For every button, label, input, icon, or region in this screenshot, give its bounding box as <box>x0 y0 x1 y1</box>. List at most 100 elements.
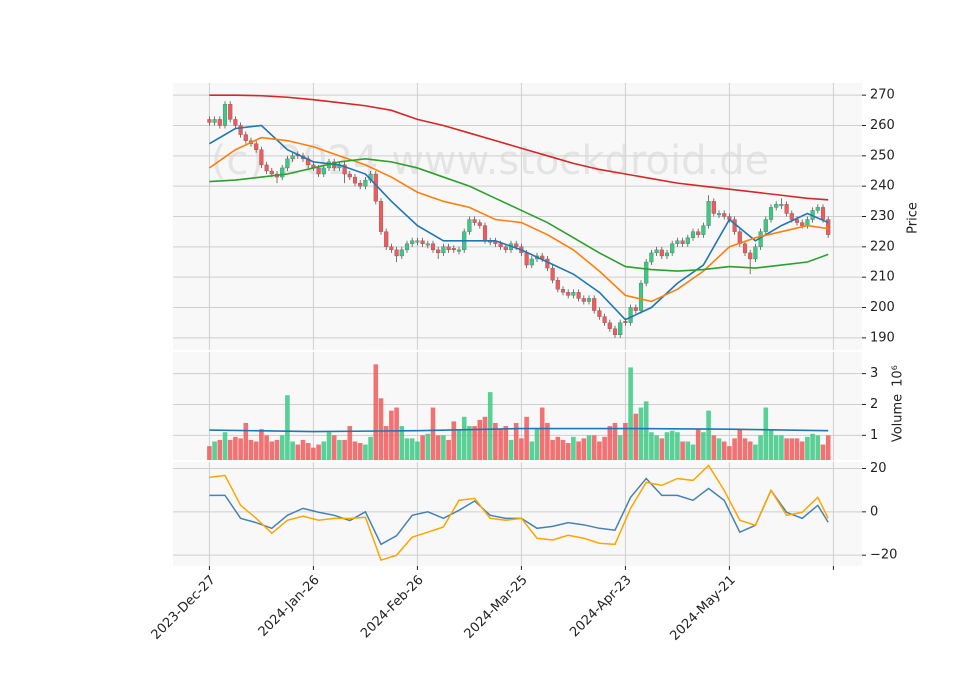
volume-bar <box>810 433 815 460</box>
candle-body <box>649 252 654 263</box>
candle-body <box>716 213 722 216</box>
volume-bar <box>394 407 399 460</box>
volume-bar <box>628 367 633 460</box>
candle-body <box>644 261 649 284</box>
candle-body <box>623 321 628 323</box>
candle-body <box>550 267 555 281</box>
candle-body <box>316 167 321 175</box>
candle-body <box>222 104 228 126</box>
moving-average <box>208 136 829 303</box>
volume-bar <box>493 422 498 460</box>
candle-body <box>768 207 774 220</box>
candle-body <box>290 155 295 160</box>
volume-bar <box>477 419 483 460</box>
volume-bar <box>451 421 457 460</box>
candle-body <box>451 248 456 251</box>
candle-body <box>238 125 243 135</box>
volume-bar <box>727 446 732 460</box>
moving-average <box>209 94 829 201</box>
volume-bar <box>638 407 644 460</box>
candle-body <box>254 143 259 150</box>
volume-bar <box>430 407 436 460</box>
volume-bar <box>409 438 415 460</box>
candle-body <box>701 225 706 235</box>
volume-bar <box>716 438 722 460</box>
volume-bar <box>279 435 285 460</box>
volume-bar <box>248 439 254 460</box>
candle-body <box>774 204 779 208</box>
candle-body <box>607 322 612 329</box>
candle-body <box>410 240 415 244</box>
candle-body <box>467 219 472 232</box>
volume-bar <box>607 426 613 460</box>
y-tick-label: 2 <box>870 397 878 412</box>
candle-body <box>389 246 394 251</box>
volume-bar <box>529 441 535 460</box>
volume-bar <box>550 439 555 460</box>
volume-bar <box>456 429 462 460</box>
volume-bar <box>243 422 249 460</box>
volume-bar <box>794 438 800 460</box>
volume-bar <box>571 436 576 460</box>
candle-body <box>269 170 274 175</box>
y-axis-label: Volume <box>891 394 906 442</box>
volume-bar <box>352 441 358 460</box>
candle-body <box>794 219 800 223</box>
candle-body <box>259 149 264 166</box>
volume-bar <box>467 426 472 460</box>
volume-bar <box>316 444 321 460</box>
volume-bar <box>399 426 405 460</box>
candle-body <box>680 240 685 244</box>
candle-body <box>524 252 529 266</box>
volume-bar <box>503 426 509 460</box>
candle-body <box>394 249 399 257</box>
volume-bar <box>513 422 519 460</box>
candle-body <box>690 231 696 238</box>
volume-bar <box>508 439 514 460</box>
candle-body <box>514 243 519 247</box>
candle-body <box>820 207 826 220</box>
candle-body <box>436 249 441 254</box>
volume-bar <box>742 438 748 460</box>
grid: 190 200 210 220 230 240 250 260 270 1 2 3 −20 0 20 <box>173 83 897 570</box>
candle-body <box>482 225 488 241</box>
oscillator-panel <box>173 462 862 566</box>
y-tick-label: 3 <box>870 366 878 381</box>
candle-body <box>425 243 430 246</box>
volume-bar <box>487 392 493 460</box>
candle-body <box>779 204 784 207</box>
watermark: (c) 2024 www.stockdroid.de <box>211 138 769 184</box>
volume-bar <box>737 429 743 460</box>
volume-bar <box>675 432 680 460</box>
volume-bar <box>779 435 784 460</box>
candle-body <box>566 292 571 296</box>
candle-body <box>420 240 425 244</box>
volume-bar <box>441 435 446 460</box>
volume-bar <box>784 438 789 460</box>
candle-body <box>654 249 659 254</box>
candle-body <box>586 298 592 302</box>
candle-body <box>628 307 633 323</box>
volume-bar <box>789 438 795 460</box>
volume-bar <box>695 429 701 460</box>
y-tick-label: 230 <box>870 209 895 224</box>
candle-body <box>472 219 477 223</box>
candle-body <box>545 258 550 269</box>
candle-body <box>243 134 248 141</box>
volume-bar <box>461 416 467 460</box>
candle-body <box>800 222 805 226</box>
marks <box>207 94 831 562</box>
candle-body <box>711 201 716 214</box>
volume-bar <box>425 433 431 460</box>
volume-bar <box>539 407 545 460</box>
y-tick-label: 200 <box>870 300 895 315</box>
volume-bar <box>680 441 685 460</box>
volume-bar <box>285 395 290 460</box>
volume-bar <box>576 441 581 460</box>
candle-body <box>503 246 508 251</box>
volume-bar <box>212 441 217 460</box>
volume-bar <box>264 435 269 460</box>
candle-body <box>347 173 352 178</box>
volume-bar <box>524 416 529 460</box>
candle-body <box>404 243 410 251</box>
